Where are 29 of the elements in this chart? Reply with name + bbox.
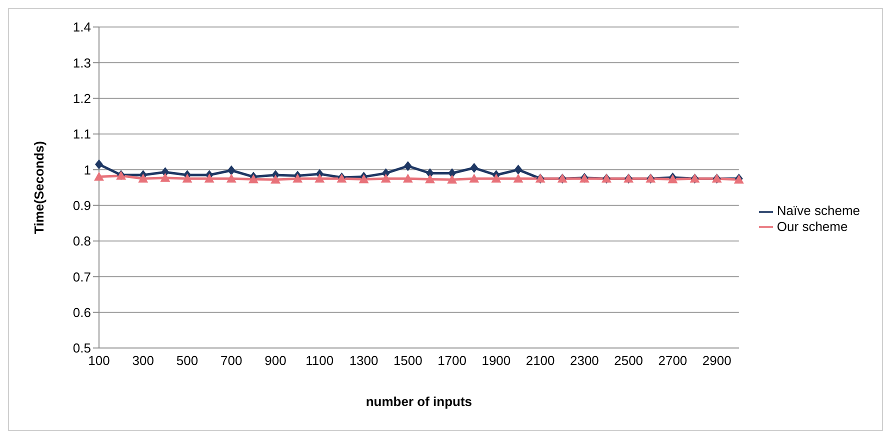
- y-tick-label: 0.7: [72, 269, 91, 284]
- y-tick-label: 0.5: [72, 340, 91, 356]
- x-tick-label: 1700: [438, 353, 467, 368]
- x-axis-title: number of inputs: [366, 394, 472, 409]
- x-tick-label: 2900: [702, 353, 732, 368]
- legend-label: Naïve scheme: [776, 202, 860, 218]
- x-tick-label: 100: [88, 353, 110, 368]
- y-tick-label: 1.4: [72, 20, 91, 35]
- y-axis-title: Time(Seconds): [32, 141, 47, 234]
- x-tick-label: 1100: [306, 353, 334, 368]
- x-tick-label: 300: [132, 353, 154, 368]
- x-tick-label: 500: [176, 353, 198, 368]
- x-tick-label: 2700: [658, 353, 688, 368]
- x-tick-label: 2500: [614, 353, 644, 368]
- x-tick-label: 2300: [570, 353, 599, 368]
- y-tick-label: 0.9: [72, 198, 91, 213]
- x-tick-label: 1900: [482, 353, 511, 368]
- y-tick-label: 0.6: [72, 304, 91, 320]
- x-tick-label: 1500: [393, 353, 422, 368]
- y-tick-label: 1.3: [72, 55, 91, 70]
- x-tick-label: 2100: [526, 353, 555, 368]
- y-tick-label: 1.2: [72, 90, 91, 106]
- x-tick-label: 900: [264, 353, 286, 368]
- y-tick-label: 0.8: [72, 234, 91, 249]
- y-tick-label: 1.1: [72, 126, 91, 142]
- x-tick-label: 700: [220, 353, 242, 368]
- y-tick-label: 1: [84, 162, 91, 178]
- legend-label: Our scheme: [776, 218, 848, 234]
- x-tick-label: 1300: [349, 353, 378, 368]
